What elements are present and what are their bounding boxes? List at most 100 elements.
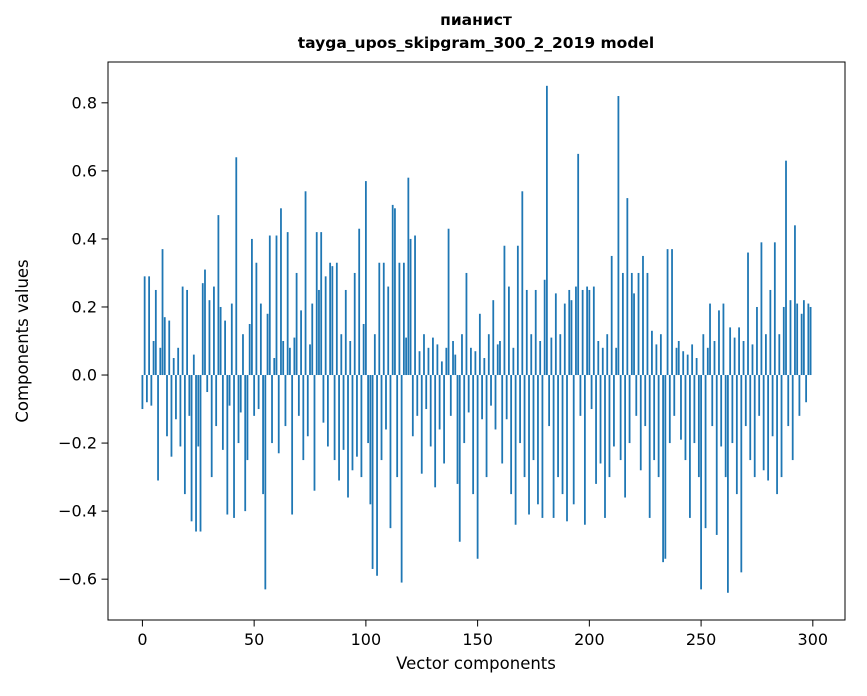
- bar: [490, 375, 492, 406]
- bar: [302, 375, 305, 461]
- bar: [271, 375, 273, 444]
- bar: [610, 255, 613, 376]
- bar: [651, 330, 653, 376]
- bar: [364, 181, 367, 376]
- bar: [666, 249, 669, 376]
- x-tick-label: 50: [244, 630, 264, 649]
- bar: [794, 225, 796, 376]
- bar: [447, 228, 450, 376]
- bar: [465, 272, 468, 376]
- bar: [242, 334, 244, 376]
- bar: [791, 375, 794, 461]
- bar: [713, 341, 716, 376]
- x-axis-ticks: 0 50 100 150 200 250 300: [137, 620, 828, 649]
- bar: [615, 347, 618, 376]
- bar: [400, 375, 403, 583]
- bar: [802, 300, 805, 376]
- bar: [456, 375, 459, 484]
- bar: [251, 238, 253, 376]
- bar: [720, 375, 723, 447]
- bar: [378, 262, 381, 376]
- bar: [487, 334, 490, 376]
- x-tick-label: 100: [351, 630, 382, 649]
- bar: [778, 334, 781, 376]
- bar: [807, 303, 810, 376]
- bar: [199, 375, 202, 532]
- bar: [758, 375, 761, 416]
- bar: [519, 375, 521, 444]
- bar: [715, 375, 718, 535]
- bar: [255, 262, 258, 376]
- bar: [601, 347, 604, 376]
- bar: [476, 375, 479, 559]
- bar: [478, 313, 481, 376]
- bar: [588, 289, 591, 376]
- y-tick-label: 0.6: [72, 161, 97, 180]
- bar: [624, 375, 626, 498]
- bar: [353, 272, 356, 376]
- y-axis-label: Components values: [13, 259, 32, 422]
- bar: [534, 289, 537, 376]
- bar: [295, 272, 298, 376]
- y-tick-label: −0.2: [58, 434, 97, 453]
- bar: [785, 160, 787, 376]
- bar: [351, 375, 354, 471]
- bar: [693, 375, 696, 444]
- bar: [385, 375, 387, 430]
- bar: [809, 306, 812, 376]
- bar: [537, 375, 539, 505]
- bar: [546, 85, 548, 376]
- bar: [320, 232, 323, 376]
- bar: [776, 375, 778, 495]
- bar: [496, 344, 499, 376]
- bar: [606, 334, 609, 376]
- bar: [282, 341, 285, 376]
- bar: [731, 375, 734, 444]
- x-tick-label: 0: [137, 630, 147, 649]
- bar: [675, 347, 678, 376]
- bar: [150, 375, 153, 406]
- bar: [575, 286, 577, 376]
- bar: [179, 375, 182, 447]
- bar: [429, 375, 432, 447]
- bar: [425, 375, 428, 410]
- chart-subtitle: tayga_upos_skipgram_300_2_2019 model: [298, 34, 655, 52]
- bar: [583, 375, 586, 525]
- bar: [505, 375, 508, 420]
- bar: [621, 272, 624, 376]
- bar: [163, 317, 166, 376]
- bar: [148, 276, 151, 376]
- bar: [470, 347, 472, 376]
- bar: [689, 375, 691, 518]
- bar: [161, 249, 164, 376]
- bar: [411, 375, 414, 437]
- bar: [722, 303, 725, 376]
- bar: [239, 375, 242, 413]
- bar: [340, 334, 343, 376]
- bar: [362, 323, 365, 376]
- bar: [492, 300, 495, 376]
- bar: [751, 344, 754, 376]
- bar: [499, 341, 501, 376]
- bar: [268, 235, 271, 376]
- bar: [210, 375, 213, 478]
- bar: [577, 153, 580, 376]
- bar: [286, 232, 289, 376]
- bar: [673, 375, 676, 416]
- bar: [452, 341, 454, 376]
- bar: [512, 347, 515, 376]
- bar: [762, 375, 765, 471]
- bar: [266, 313, 269, 376]
- bar: [709, 303, 711, 376]
- bar: [414, 235, 416, 376]
- bar: [219, 306, 222, 376]
- bar: [697, 375, 700, 478]
- bar: [177, 347, 180, 376]
- bar: [738, 327, 740, 376]
- bar: [472, 375, 475, 495]
- bar: [166, 375, 168, 437]
- bar: [671, 249, 673, 376]
- bar: [532, 375, 535, 461]
- y-tick-label: 0.0: [72, 366, 97, 385]
- bar: [467, 375, 470, 413]
